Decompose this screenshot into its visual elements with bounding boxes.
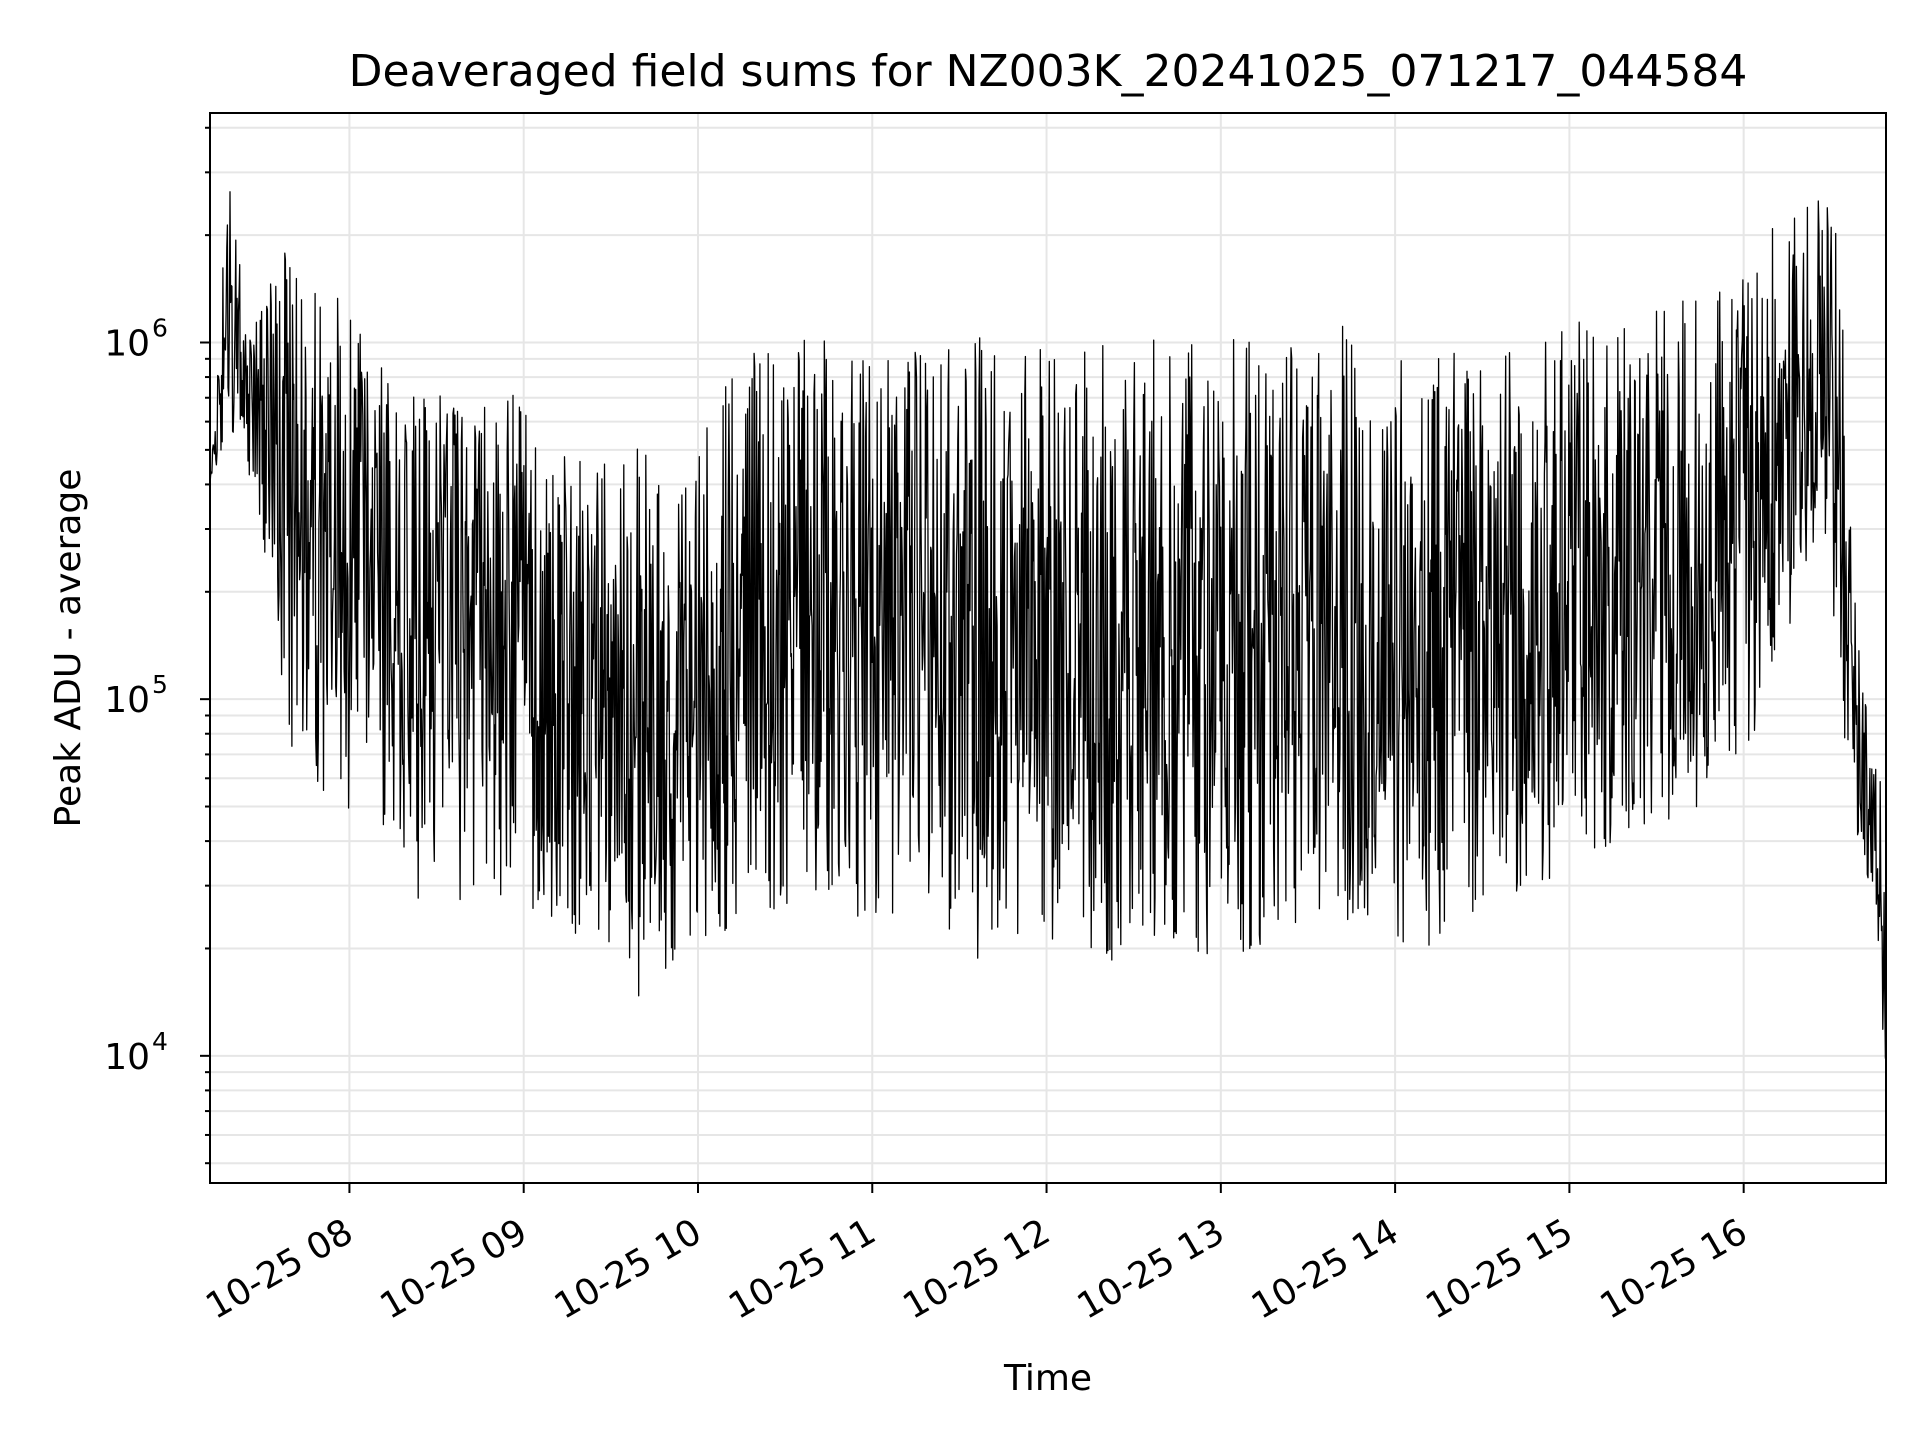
x-axis-label: Time	[1003, 1358, 1092, 1399]
y-tick-label-exponent: 6	[152, 313, 168, 342]
y-axis-label: Peak ADU - average	[48, 469, 89, 828]
data-series	[209, 191, 1887, 1059]
y-tick-label-exponent: 4	[152, 1027, 168, 1056]
y-tick-label: 10	[104, 1037, 150, 1078]
y-tick-label: 10	[104, 323, 150, 364]
series-line	[209, 191, 1887, 1059]
plot-frame	[209, 112, 1887, 1184]
y-tick-label: 10	[104, 680, 150, 721]
y-tick-label-exponent: 5	[152, 670, 168, 699]
chart-title: Deaveraged field sums for NZ003K_2024102…	[349, 46, 1748, 97]
